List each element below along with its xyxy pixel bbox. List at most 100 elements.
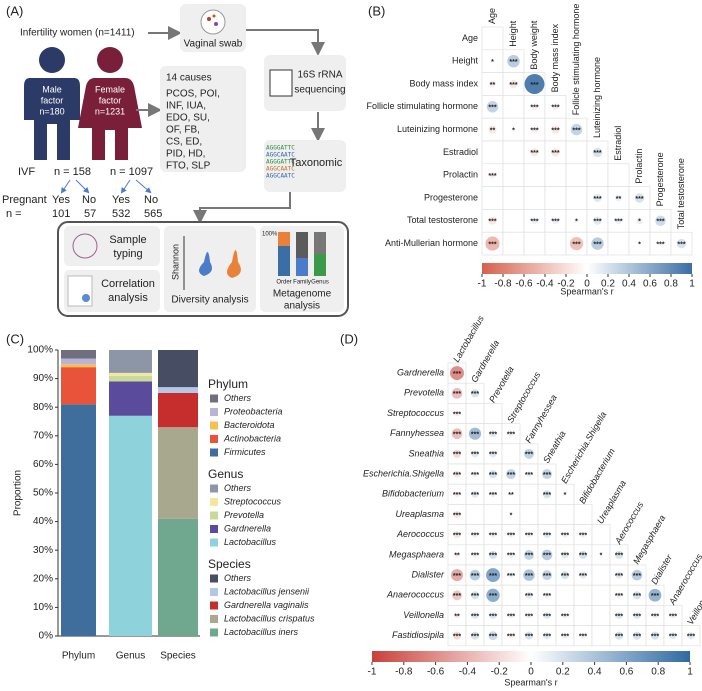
significance: *** xyxy=(579,553,587,560)
causes-box xyxy=(160,66,246,172)
significance: *** xyxy=(561,613,569,620)
significance: *** xyxy=(507,634,515,641)
significance: *** xyxy=(543,573,551,580)
corr-circle xyxy=(486,568,500,583)
significance: *** xyxy=(615,634,623,641)
analysis-label: Diversity analysis xyxy=(171,295,248,306)
significance: ** xyxy=(454,553,460,560)
colorbar-tick-label: 1 xyxy=(687,667,693,678)
legend-swatch xyxy=(210,421,218,430)
sequence: AGGCAATC xyxy=(266,166,295,173)
legend-label: Lactobacillus xyxy=(224,537,277,547)
corr-circle xyxy=(552,217,559,225)
corr-circle xyxy=(524,549,534,560)
cell xyxy=(501,584,521,606)
bar-icon xyxy=(296,258,308,276)
corr-circle xyxy=(633,612,641,619)
cell xyxy=(465,403,485,424)
corr-circle xyxy=(470,631,480,640)
corr-circle xyxy=(636,217,643,225)
row-label: Anti-Mullerian hormone xyxy=(385,238,478,248)
x-tick-label: Phylum xyxy=(62,651,95,662)
significance: *** xyxy=(525,533,533,540)
legend-swatch xyxy=(210,511,218,520)
bar-segment xyxy=(109,381,152,416)
row-label: Gardnerella xyxy=(397,367,444,377)
row-label: Sneathia xyxy=(408,448,444,458)
corr-circle xyxy=(562,492,568,497)
corr-circle xyxy=(570,123,583,136)
count: 532 xyxy=(112,208,130,220)
analysis-label: Correlation xyxy=(101,278,155,290)
colorbar-tick-label: -1 xyxy=(478,279,487,290)
significance: *** xyxy=(525,553,533,560)
corr-circle xyxy=(551,125,560,134)
matrix-icon xyxy=(67,275,93,307)
legend-title: Genus xyxy=(208,467,243,481)
significance: ** xyxy=(454,613,460,620)
row-label: Prevotella xyxy=(404,388,444,398)
answer: No xyxy=(144,194,158,206)
significance: *** xyxy=(488,173,496,180)
legend-swatch xyxy=(210,484,218,493)
significance: *** xyxy=(507,613,515,620)
significance: *** xyxy=(633,593,641,600)
significance: *** xyxy=(543,492,551,499)
corr-circle xyxy=(579,571,587,579)
ivf-n: n = 1097 xyxy=(110,166,153,178)
significance: *** xyxy=(593,196,601,203)
taxonomic-box xyxy=(264,140,346,192)
cell xyxy=(502,95,525,119)
bar-segment xyxy=(61,350,96,359)
column-label: Height xyxy=(508,20,518,47)
analysis-label: typing xyxy=(113,248,142,260)
colorbar-tick-label: 0.6 xyxy=(619,667,633,678)
female-body xyxy=(78,78,142,160)
row-label: Progesterone xyxy=(424,192,478,202)
corr-circle xyxy=(526,531,532,538)
legend-title: Species xyxy=(208,557,251,571)
row-label: Total testosterone xyxy=(407,215,478,225)
corr-circle xyxy=(452,449,462,458)
colorbar-tick-label: 0.4 xyxy=(588,667,602,678)
colorbar-tick-label: -0.4 xyxy=(536,279,554,290)
corr-circle xyxy=(531,103,538,111)
y-tick-label: 100% xyxy=(27,345,53,356)
x-tick-label: Genus xyxy=(116,651,145,662)
bar-segment xyxy=(61,358,96,365)
corr-circle xyxy=(615,194,622,202)
row-label: Luteinizing hormone xyxy=(397,124,478,134)
row-label: Veillonella xyxy=(403,610,444,620)
y-tick-label: 60% xyxy=(33,459,53,470)
significance: *** xyxy=(525,593,533,600)
corr-circle xyxy=(486,588,500,602)
corr-circle xyxy=(531,126,538,133)
significance: *** xyxy=(525,613,533,620)
significance: *** xyxy=(530,105,538,112)
sample-box xyxy=(64,226,160,266)
cell xyxy=(591,605,611,626)
corr-circle xyxy=(471,612,479,619)
significance: *** xyxy=(572,127,580,134)
y-tick-label: 90% xyxy=(33,373,53,384)
y-tick-label: 0% xyxy=(39,631,54,642)
legend-swatch xyxy=(210,601,218,610)
corr-circle xyxy=(452,590,462,601)
corr-circle xyxy=(490,58,495,64)
x-tick-label: Species xyxy=(160,651,196,662)
legend-label: Actinobacteria xyxy=(223,433,281,443)
significance: *** xyxy=(651,613,659,620)
shannon-label: Shannon xyxy=(170,244,180,280)
legend-label: Firmicutes xyxy=(224,447,266,457)
cell xyxy=(523,186,546,210)
significance: ** xyxy=(490,127,496,134)
significance: *** xyxy=(633,634,641,641)
colorbar-label: Spearman's r xyxy=(504,677,557,687)
significance: *** xyxy=(489,472,497,479)
panel-label: (C) xyxy=(6,331,24,346)
sequence: AGGGATTC xyxy=(266,159,295,166)
corr-circle xyxy=(472,471,478,477)
corr-circle xyxy=(454,491,460,498)
analysis-label: analysis xyxy=(284,301,320,312)
corr-circle xyxy=(471,450,479,458)
